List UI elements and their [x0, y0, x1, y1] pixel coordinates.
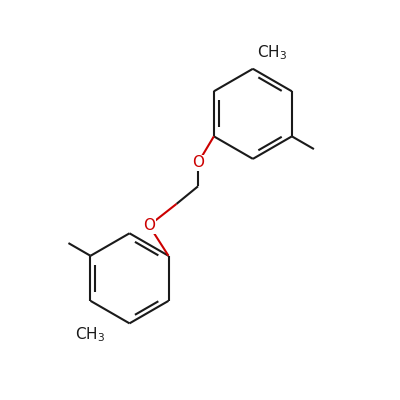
Text: O: O [192, 155, 204, 170]
Text: CH$_3$: CH$_3$ [75, 326, 106, 344]
Text: CH$_3$: CH$_3$ [257, 44, 288, 62]
Text: O: O [143, 218, 155, 233]
